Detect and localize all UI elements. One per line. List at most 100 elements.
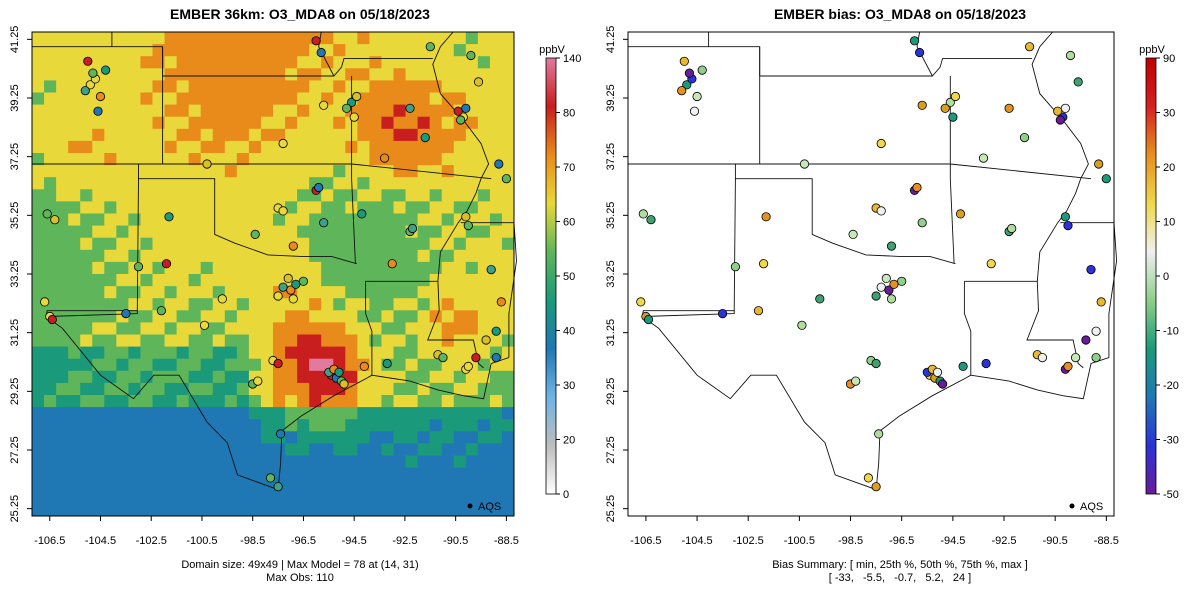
station-marker <box>461 212 471 222</box>
station-marker <box>1037 352 1047 363</box>
border-line <box>963 281 972 376</box>
station-marker <box>164 212 174 222</box>
station-marker <box>95 91 106 102</box>
station-marker <box>319 100 329 110</box>
station-marker <box>286 285 296 295</box>
station-marker <box>288 294 298 304</box>
x-tick-label: -94.5 <box>342 535 367 547</box>
station-marker <box>352 91 362 102</box>
station-marker <box>288 241 298 251</box>
station-marker <box>914 47 925 58</box>
station-marker <box>945 97 955 108</box>
x-tick-label: -100.5 <box>784 535 815 547</box>
station-marker <box>466 50 476 61</box>
station-marker <box>314 182 324 193</box>
colorbar-tick-label: -30 <box>1163 435 1179 447</box>
station-marker <box>950 91 960 102</box>
station-marker <box>496 297 506 307</box>
station-marker <box>1094 159 1104 169</box>
y-tick-label: 29.25 <box>9 378 21 406</box>
station-marker <box>889 279 899 289</box>
colorbar-tick-label: 50 <box>563 271 575 283</box>
station-marker <box>291 279 301 289</box>
bias-summary-header: Bias Summary: [ min, 25th %, 50th %, 75t… <box>772 559 1028 571</box>
station-marker <box>1101 174 1111 184</box>
station-marker <box>481 335 491 345</box>
station-marker <box>1063 361 1073 371</box>
station-marker <box>265 473 276 483</box>
station-marker <box>1096 297 1106 307</box>
y-tick-label: 25.25 <box>9 495 21 523</box>
station-marker <box>379 153 390 163</box>
x-axis: -106.5 -104.5 -102.5 -100.5 -98.5 -96.5 -94.5 -… <box>630 516 1119 547</box>
y-tick-label: 35.25 <box>9 202 21 230</box>
station-marker <box>682 80 692 90</box>
station-marker <box>357 209 367 219</box>
station-marker <box>1063 221 1073 231</box>
y-tick-label: 31.25 <box>605 319 617 347</box>
station-marker <box>955 209 966 219</box>
model-max-obs: Max Obs: 110 <box>266 572 334 584</box>
station-marker <box>1070 352 1081 363</box>
station-marker <box>133 262 144 272</box>
colorbar-tick-label: 30 <box>563 380 575 392</box>
border-line <box>47 310 138 317</box>
border-line <box>641 316 972 491</box>
y-axis: 41.25 39.25 37.25 35.25 33.25 31.25 29.25 27.25… <box>605 26 628 522</box>
x-tick-label: -104.5 <box>85 535 116 547</box>
border-line <box>1031 46 1089 282</box>
station-marker <box>677 86 687 96</box>
colorbar-unit: ppbV <box>539 44 565 56</box>
station-marker <box>275 429 286 439</box>
y-tick-label: 41.25 <box>605 26 617 54</box>
bias-summary-values: [ -33, -5.5, -0.7, 5.2, 24 ] <box>828 572 972 584</box>
station-marker <box>884 285 894 295</box>
station-marker <box>311 36 321 46</box>
x-tick-label: -90.5 <box>1043 535 1068 547</box>
station-marker <box>799 159 810 169</box>
station-marker <box>897 276 907 286</box>
station-marker <box>874 429 884 439</box>
station-marker <box>917 218 927 228</box>
aqs-legend-label: AQS <box>1080 501 1103 513</box>
y-tick-label: 39.25 <box>605 84 617 112</box>
border-line <box>641 178 736 317</box>
station-marker <box>646 215 656 225</box>
border-line <box>138 164 357 265</box>
station-marker <box>425 42 435 52</box>
x-tick-label: -106.5 <box>630 535 661 547</box>
border-line <box>45 316 373 491</box>
station-marker <box>346 97 357 108</box>
colorbar-tick-label: 30 <box>1163 108 1175 120</box>
station-marker <box>121 308 131 319</box>
y-tick-label: 29.25 <box>605 378 617 406</box>
colorbar-tick-label: 90 <box>1163 53 1175 65</box>
station-marker <box>940 103 950 113</box>
station-marker <box>886 241 897 251</box>
station-marker <box>871 482 881 492</box>
colorbar-tick-label: 0 <box>563 489 569 501</box>
station-marker <box>273 482 283 492</box>
station-marker <box>643 314 654 325</box>
station-marker <box>1060 103 1070 113</box>
station-marker <box>101 65 111 75</box>
station-marker <box>316 47 326 58</box>
station-marker <box>1091 326 1101 336</box>
station-marker <box>420 133 430 143</box>
station-marker <box>250 229 260 239</box>
border-line <box>643 310 735 317</box>
model-map-panel: EMBER 36km: O3_MDA8 on 05/18/2023 -106.5… <box>9 6 581 584</box>
station-marker <box>491 326 501 336</box>
colorbar-tick-label: 70 <box>563 162 575 174</box>
border-line <box>432 46 490 282</box>
model-concentration-grid <box>32 32 515 517</box>
y-tick-label: 33.25 <box>605 260 617 288</box>
bias-map-plot: -106.5 -104.5 -102.5 -100.5 -98.5 -96.5 -94.5 -… <box>605 26 1179 547</box>
colorbar-tick-label: 10 <box>1163 217 1175 229</box>
station-marker <box>730 262 740 272</box>
station-marker <box>753 306 764 316</box>
station-marker <box>871 291 881 301</box>
station-marker <box>88 68 98 78</box>
colorbar-tick-label: -50 <box>1163 489 1179 501</box>
station-marker <box>341 103 352 113</box>
